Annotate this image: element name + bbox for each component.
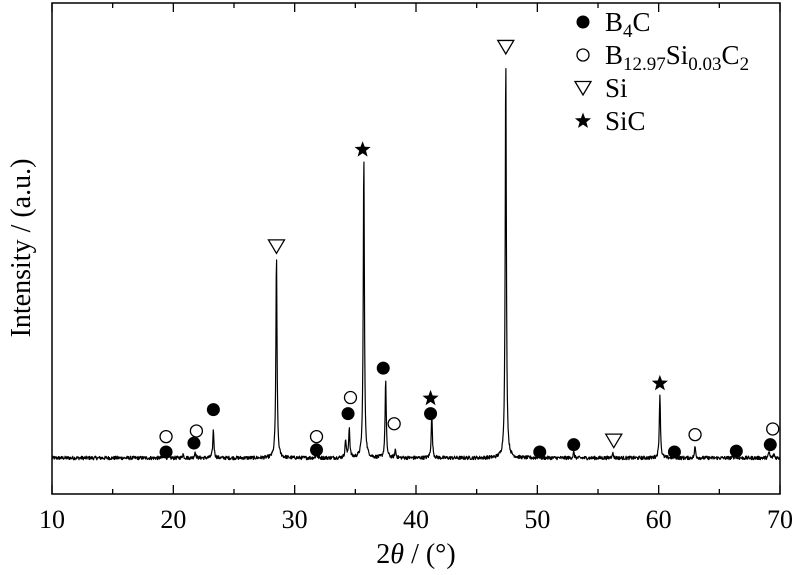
phase-marker (766, 422, 780, 436)
x-tick-label: 60 (646, 505, 672, 534)
phase-marker (354, 141, 371, 157)
legend-symbol (576, 48, 590, 62)
legend-subscript: 2 (740, 54, 750, 75)
legend-text-part: C (633, 7, 651, 37)
x-axis-label-var: θ (390, 539, 404, 570)
phase-marker (189, 424, 204, 438)
diffraction-pattern-line (51, 68, 781, 461)
phase-marker (424, 407, 438, 421)
legend-text-part: B (605, 40, 623, 70)
legend-text-part: SiC (605, 106, 646, 136)
x-axis-label: 2θ / (°) (376, 539, 455, 570)
x-axis-tick-labels: 10 20 30 40 50 60 70 (39, 505, 793, 534)
legend-text-part: Si (666, 40, 689, 70)
phase-marker (159, 445, 173, 459)
legend-entry-label: Si (605, 73, 628, 103)
phase-marker (187, 436, 201, 450)
phase-markers (159, 39, 780, 459)
x-axis-label-suffix: / (°) (404, 539, 456, 570)
phase-marker (267, 239, 286, 255)
phase-marker (310, 443, 324, 457)
legend-text-part: Si (605, 73, 628, 103)
legend-entry-label: B12.97Si0.03C2 (605, 40, 749, 75)
phase-marker (604, 433, 623, 449)
phase-marker (567, 438, 581, 452)
legend-symbol (573, 80, 593, 97)
x-tick-label: 50 (524, 505, 550, 534)
phase-marker (651, 374, 668, 391)
phase-marker (422, 389, 439, 406)
legend-subscript: 4 (623, 21, 633, 42)
phase-marker (387, 417, 401, 431)
x-tick-label: 70 (767, 505, 793, 534)
x-axis-ticks (51, 3, 781, 494)
legend-text-part: B (605, 7, 623, 37)
phase-marker (206, 403, 220, 417)
phase-marker (688, 427, 702, 442)
phase-marker (496, 39, 515, 56)
phase-marker (159, 429, 173, 444)
phase-marker (341, 407, 355, 421)
x-tick-label: 40 (403, 505, 429, 534)
legend-symbol (576, 15, 590, 29)
legend-text-part: C (722, 40, 740, 70)
legend-entry-label: SiC (605, 106, 646, 136)
phase-marker (533, 445, 547, 459)
legend-symbol (574, 112, 592, 128)
x-tick-label: 20 (160, 505, 186, 534)
x-axis-label-prefix: 2 (376, 539, 390, 570)
phase-marker (343, 390, 358, 405)
y-axis-label: Intensity / (a.u.) (6, 159, 37, 338)
plot-frame (51, 2, 781, 495)
x-tick-label: 10 (39, 505, 65, 534)
phase-marker (763, 438, 777, 452)
x-tick-label: 30 (282, 505, 308, 534)
phase-marker (376, 361, 390, 375)
legend-subscript: 0.03 (688, 54, 721, 75)
legend-subscript: 12.97 (623, 54, 666, 75)
phase-marker (729, 444, 743, 458)
phase-marker (309, 429, 324, 444)
legend-entry-label: B4C (605, 7, 651, 42)
phase-marker (667, 445, 681, 459)
